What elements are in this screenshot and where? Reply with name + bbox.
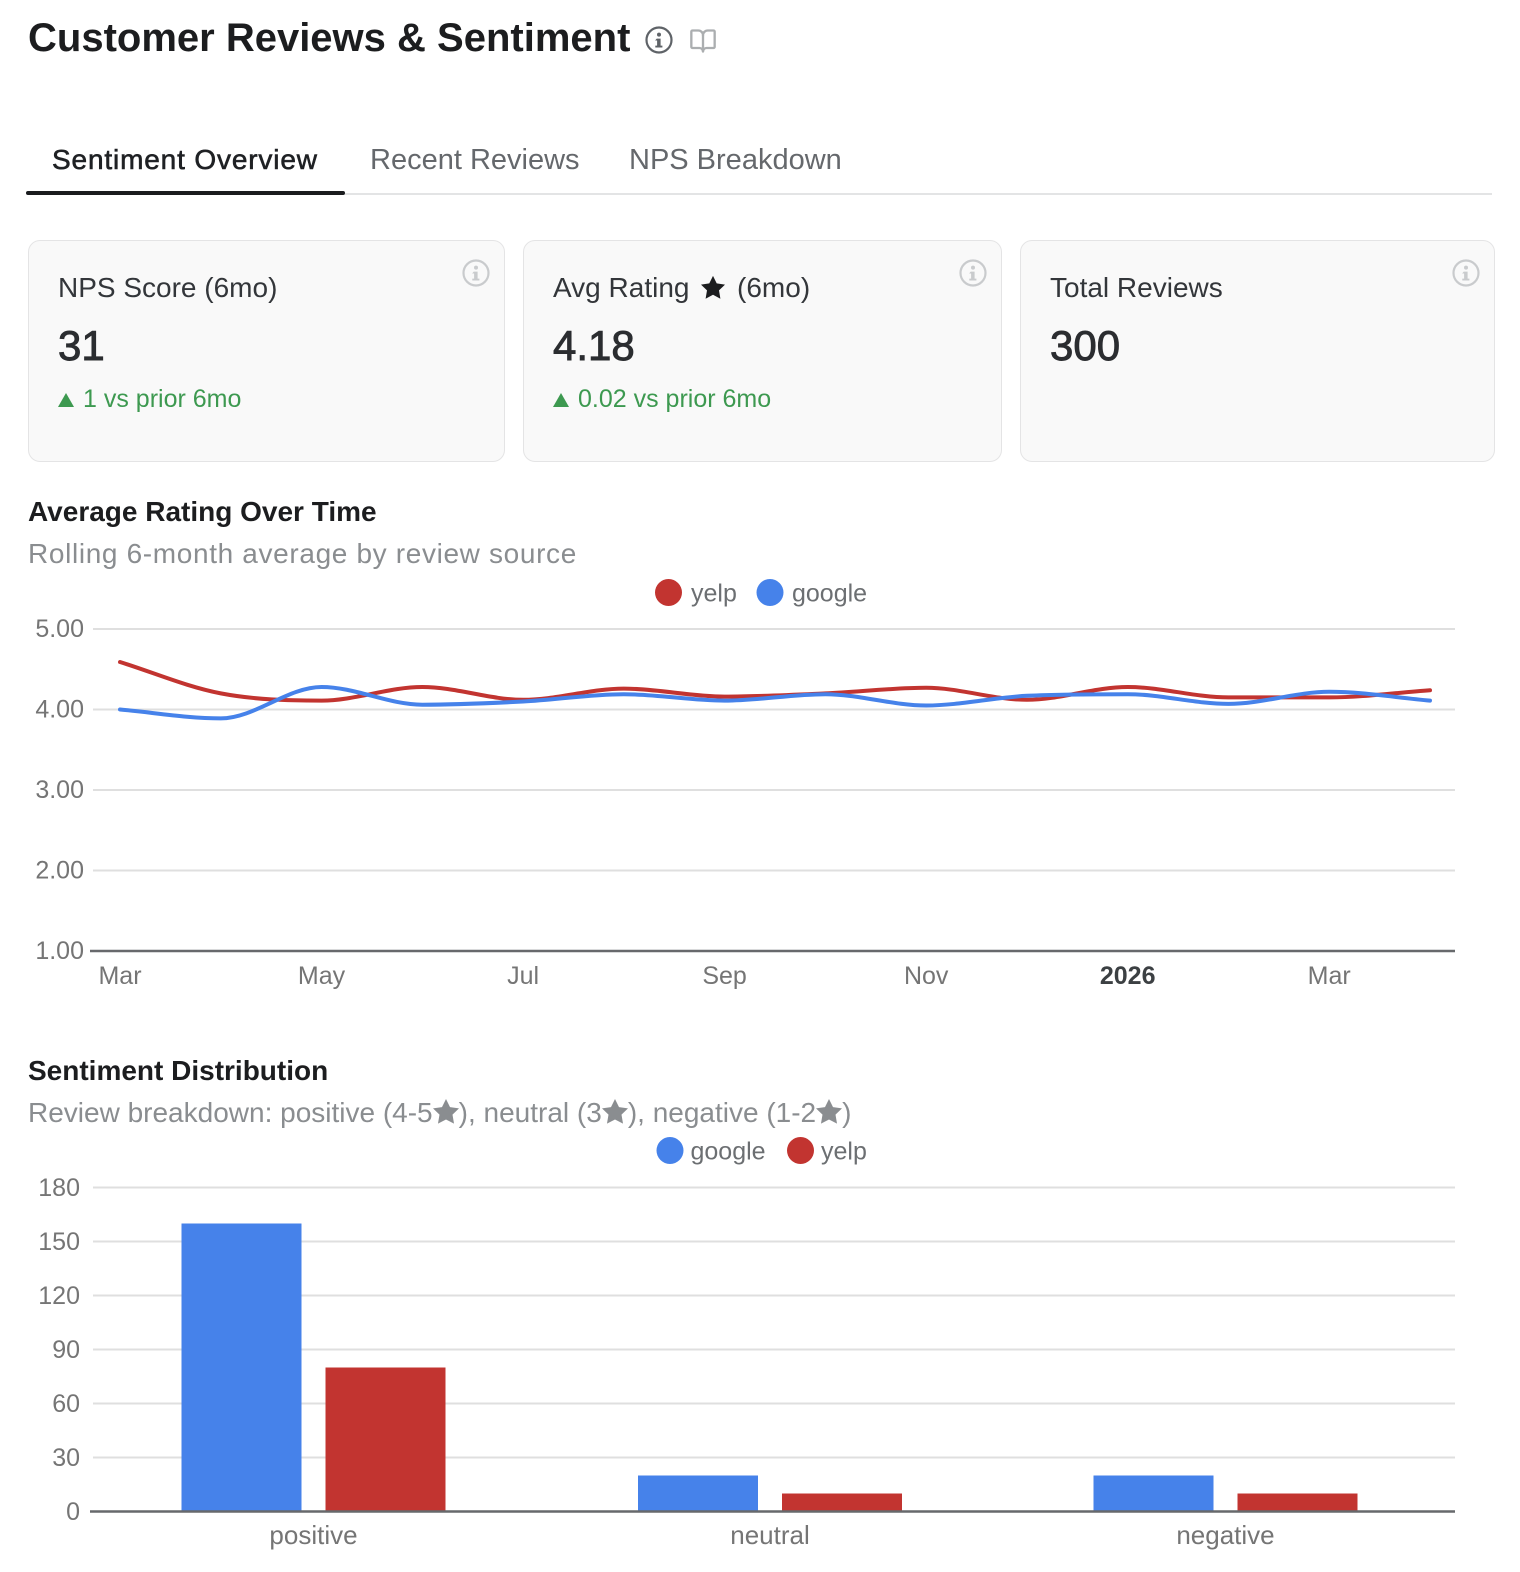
svg-text:Nov: Nov	[904, 962, 949, 990]
svg-text:May: May	[298, 962, 346, 990]
svg-text:0: 0	[66, 1498, 80, 1526]
svg-text:Mar: Mar	[1308, 962, 1351, 990]
svg-text:google: google	[691, 1138, 766, 1166]
svg-text:positive: positive	[269, 1520, 357, 1550]
svg-text:150: 150	[38, 1228, 80, 1256]
svg-text:Mar: Mar	[98, 962, 141, 990]
svg-text:120: 120	[38, 1282, 80, 1310]
svg-text:60: 60	[52, 1390, 80, 1418]
svg-text:90: 90	[52, 1336, 80, 1364]
svg-text:Jul: Jul	[507, 962, 539, 990]
svg-text:2.00: 2.00	[35, 857, 84, 885]
svg-text:yelp: yelp	[691, 580, 737, 608]
svg-text:3.00: 3.00	[35, 776, 84, 804]
svg-text:4.00: 4.00	[35, 696, 84, 724]
svg-text:yelp: yelp	[821, 1138, 867, 1166]
svg-text:negative: negative	[1176, 1520, 1274, 1550]
svg-text:Sep: Sep	[702, 962, 746, 990]
svg-text:1.00: 1.00	[35, 937, 84, 965]
svg-text:2026: 2026	[1100, 962, 1156, 990]
svg-text:30: 30	[52, 1444, 80, 1472]
svg-text:5.00: 5.00	[35, 615, 84, 643]
svg-text:google: google	[792, 580, 867, 608]
svg-text:180: 180	[38, 1174, 80, 1202]
svg-text:neutral: neutral	[730, 1520, 810, 1550]
